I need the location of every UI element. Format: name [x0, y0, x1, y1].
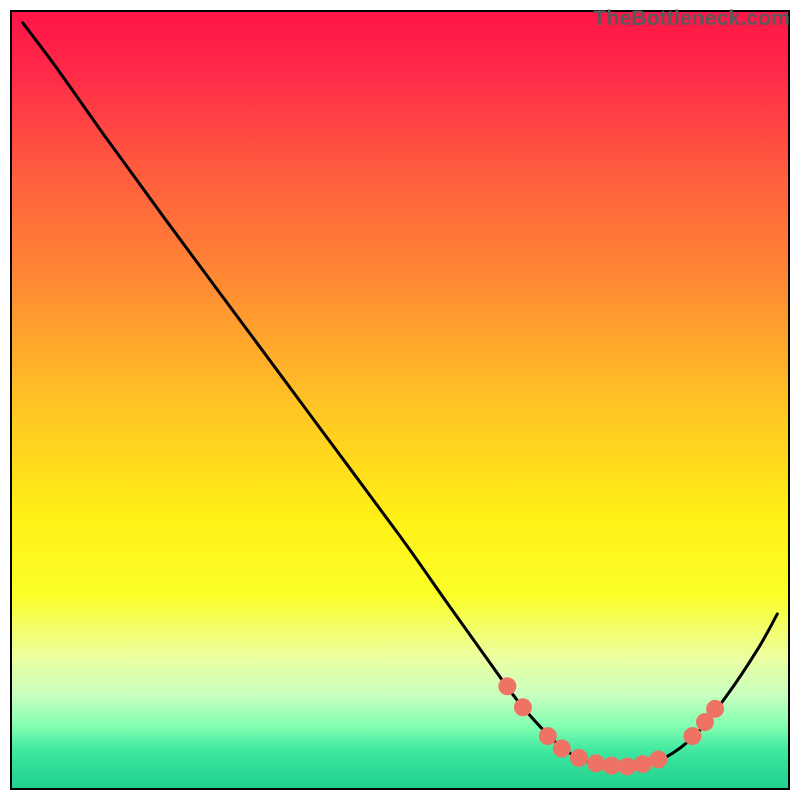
plot-background	[11, 11, 789, 789]
marker-point	[570, 749, 588, 767]
marker-point	[649, 750, 667, 768]
marker-point	[498, 677, 516, 695]
marker-point	[634, 755, 652, 773]
marker-point	[684, 727, 702, 745]
marker-point	[587, 754, 605, 772]
watermark-text: TheBottleneck.com	[593, 6, 790, 31]
marker-point	[539, 727, 557, 745]
marker-point	[603, 757, 621, 775]
marker-point	[706, 700, 724, 718]
chart-container: TheBottleneck.com	[0, 0, 800, 800]
marker-point	[553, 740, 571, 758]
chart-svg	[0, 0, 800, 800]
marker-point	[618, 757, 636, 775]
marker-point	[514, 698, 532, 716]
